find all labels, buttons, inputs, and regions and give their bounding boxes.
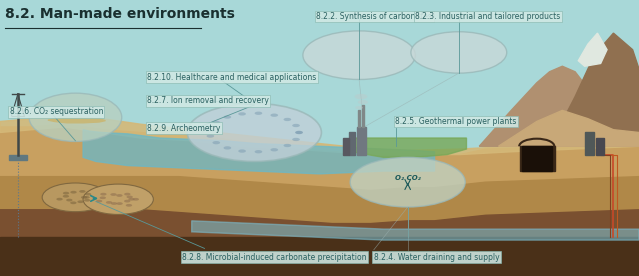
Circle shape	[127, 195, 134, 198]
Circle shape	[295, 131, 303, 134]
Circle shape	[238, 149, 246, 153]
Circle shape	[270, 113, 278, 117]
Circle shape	[350, 157, 465, 207]
Polygon shape	[550, 33, 639, 146]
Circle shape	[187, 104, 321, 161]
Circle shape	[76, 199, 82, 202]
Circle shape	[411, 32, 507, 73]
Circle shape	[70, 201, 77, 204]
Text: 8.2.10. Healthcare and medical applications: 8.2.10. Healthcare and medical applicati…	[147, 73, 316, 82]
Polygon shape	[585, 132, 594, 155]
Polygon shape	[351, 138, 466, 157]
Circle shape	[126, 198, 132, 201]
Circle shape	[70, 191, 77, 194]
Polygon shape	[479, 66, 639, 146]
Circle shape	[206, 134, 214, 138]
Circle shape	[212, 141, 220, 144]
Text: 8.2.3. Industrial and tailored products: 8.2.3. Industrial and tailored products	[415, 12, 560, 21]
Text: 8.2.9. Archeometry: 8.2.9. Archeometry	[147, 124, 220, 133]
Text: 8.2.6. CO₂ sequestration: 8.2.6. CO₂ sequestration	[10, 107, 103, 116]
Circle shape	[77, 192, 83, 195]
Circle shape	[133, 201, 139, 204]
Polygon shape	[522, 146, 552, 171]
Circle shape	[254, 112, 262, 115]
Circle shape	[126, 198, 132, 201]
Circle shape	[42, 183, 109, 212]
Polygon shape	[349, 132, 355, 155]
Circle shape	[81, 196, 87, 199]
Circle shape	[270, 148, 278, 152]
Circle shape	[206, 127, 214, 131]
Polygon shape	[520, 146, 555, 171]
Circle shape	[355, 94, 367, 99]
Text: 8.2.8. Microbial-induced carbonate precipitation: 8.2.8. Microbial-induced carbonate preci…	[182, 253, 367, 262]
Polygon shape	[343, 138, 349, 155]
Circle shape	[122, 202, 128, 205]
Polygon shape	[0, 116, 639, 155]
Circle shape	[83, 184, 153, 214]
Circle shape	[284, 118, 291, 121]
Circle shape	[355, 106, 363, 109]
Text: 8.2.2. Synthesis of carbonates: 8.2.2. Synthesis of carbonates	[316, 12, 432, 21]
Polygon shape	[358, 110, 360, 127]
Text: 8.2.4. Water draining and supply: 8.2.4. Water draining and supply	[374, 253, 500, 262]
Circle shape	[109, 204, 115, 207]
Polygon shape	[362, 105, 364, 127]
Circle shape	[117, 204, 123, 207]
Circle shape	[97, 196, 104, 199]
Circle shape	[79, 198, 86, 201]
Circle shape	[254, 150, 262, 153]
Polygon shape	[48, 118, 105, 123]
Circle shape	[212, 121, 220, 124]
Circle shape	[63, 200, 70, 203]
Polygon shape	[578, 33, 607, 66]
Text: O₂ CO₂: O₂ CO₂	[395, 175, 420, 181]
Circle shape	[295, 131, 303, 134]
Polygon shape	[9, 155, 27, 160]
Circle shape	[238, 112, 246, 116]
Polygon shape	[357, 127, 366, 155]
Circle shape	[117, 191, 123, 194]
Circle shape	[284, 144, 291, 147]
Polygon shape	[83, 130, 435, 174]
Polygon shape	[0, 210, 639, 246]
Circle shape	[105, 194, 111, 197]
Circle shape	[79, 194, 85, 197]
Text: 8.2.7. Ion removal and recovery: 8.2.7. Ion removal and recovery	[147, 96, 269, 105]
Circle shape	[103, 202, 109, 205]
Circle shape	[292, 124, 300, 127]
Circle shape	[110, 192, 116, 195]
Polygon shape	[596, 138, 604, 155]
Polygon shape	[0, 124, 639, 190]
Circle shape	[224, 146, 231, 150]
Text: 8.2.5. Geothermal power plants: 8.2.5. Geothermal power plants	[395, 117, 516, 126]
Ellipse shape	[29, 93, 121, 142]
Text: 8.2. Man-made environments: 8.2. Man-made environments	[5, 7, 235, 21]
Polygon shape	[192, 221, 639, 240]
Circle shape	[358, 100, 368, 104]
Polygon shape	[0, 177, 639, 224]
Circle shape	[224, 115, 231, 119]
Circle shape	[58, 194, 65, 197]
Polygon shape	[0, 237, 639, 276]
Circle shape	[59, 197, 66, 200]
Circle shape	[303, 31, 415, 79]
Circle shape	[65, 192, 71, 195]
Circle shape	[100, 199, 107, 202]
Circle shape	[82, 196, 88, 199]
Circle shape	[292, 138, 300, 141]
Circle shape	[123, 193, 129, 196]
Polygon shape	[498, 110, 639, 146]
